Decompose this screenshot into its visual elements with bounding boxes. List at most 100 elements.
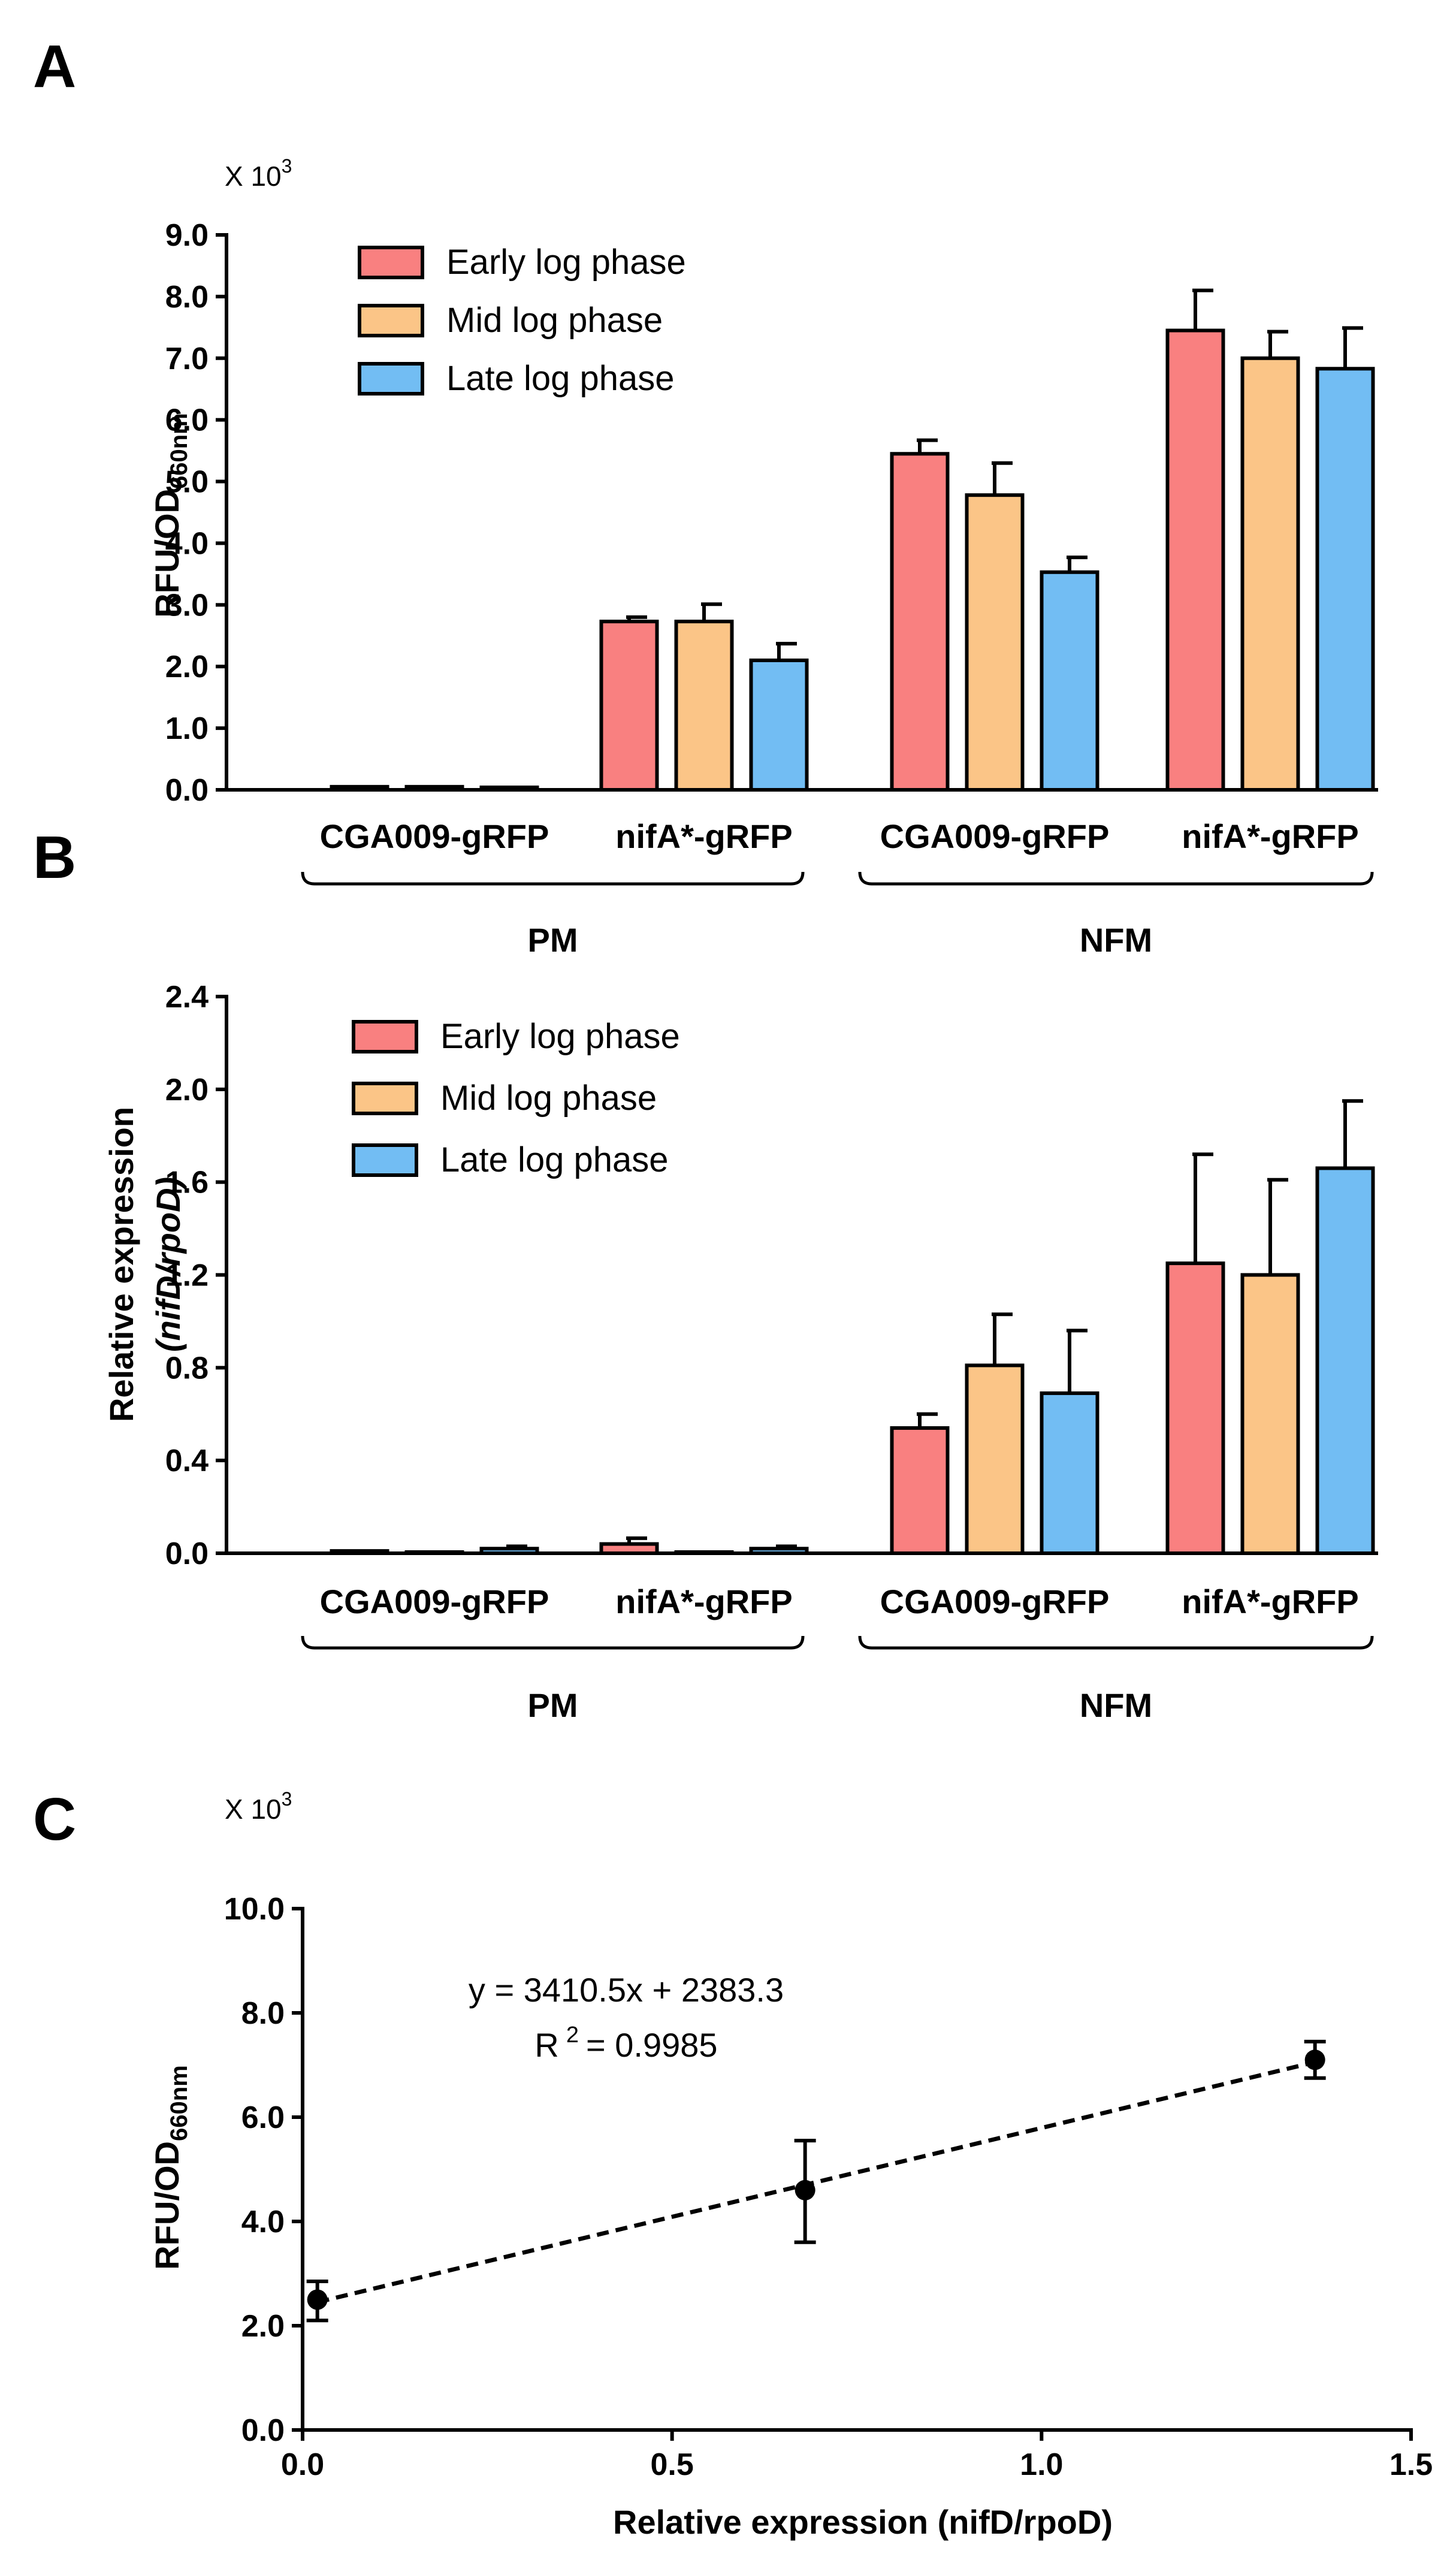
- a-legend-swatch-early: [358, 246, 424, 279]
- b-bar-late: [1040, 1391, 1099, 1556]
- panel-b-y-ticks: 0.0 0.4 0.8 1.2 1.6 2.0 2.4: [165, 980, 226, 1571]
- a-bar-late: [1315, 367, 1375, 792]
- a-y-tick-label: 4.0: [165, 526, 209, 561]
- panel-c-r-squared-exp: 2: [566, 2022, 579, 2048]
- b-group-label: NFM: [1080, 1686, 1152, 1724]
- b-group-label: PM: [528, 1686, 578, 1724]
- c-x-tick-label: 1.0: [1020, 2447, 1063, 2482]
- panel-a-y-axis-title: RFU/OD660nm: [148, 413, 192, 617]
- b-y-tick-label: 2.4: [165, 980, 209, 1015]
- b-legend-label: Late log phase: [440, 1140, 669, 1179]
- a-y-tick-label: 9.0: [165, 218, 209, 253]
- b-group-bracket: [858, 1635, 1374, 1650]
- c-data-point: [307, 2289, 328, 2310]
- a-legend-label: Late log phase: [446, 359, 675, 398]
- a-bar-late: [1040, 570, 1099, 792]
- panel-b: B Relative expression (nifD/rpoD) 0.0 0.4…: [33, 824, 1378, 1724]
- a-y-tick-label: 1.0: [165, 711, 209, 746]
- panel-b-legend: Early log phase Mid log phase Late log pha…: [352, 1017, 680, 1179]
- a-legend-swatch-mid: [358, 304, 424, 337]
- a-bar-early: [599, 620, 659, 792]
- b-bar-late: [1315, 1166, 1375, 1555]
- b-group-bracket: [301, 1635, 805, 1650]
- b-y-tick-label: 1.2: [165, 1258, 209, 1293]
- panel-c-y-axis-title-main: RFU/OD: [148, 2141, 186, 2270]
- a-y-tick-label: 6.0: [165, 403, 209, 438]
- panel-b-y-axis-title-line1: Relative expression: [102, 1107, 140, 1422]
- a-bar-early: [890, 452, 950, 792]
- panel-c-fit-line: [316, 2060, 1316, 2305]
- panel-c-letter: C: [33, 1786, 76, 1853]
- b-category-label: CGA009-gRFP: [320, 1583, 549, 1620]
- b-category-label: CGA009-gRFP: [880, 1583, 1110, 1620]
- panel-a-multiplier-exp: 3: [282, 155, 292, 177]
- panel-b-y-axis-title-line2: (nifD/rpoD): [149, 1177, 187, 1352]
- c-x-tick-label: 0.0: [281, 2447, 324, 2482]
- panel-a-category-labels: CGA009-gRFP nifA*-gRFP CGA009-gRFP nifA*-gR…: [320, 817, 1359, 855]
- panel-c-ticks: 0.0 2.0 4.0 6.0 8.0 10.0 0.0 0.5 1.0 1.5: [224, 1892, 1433, 2482]
- panel-c-x-axis-title: Relative expression (nifD/rpoD): [613, 2503, 1113, 2541]
- panel-c-axes: [301, 1907, 1413, 2432]
- a-group-bracket: [858, 871, 1374, 886]
- panel-c-multiplier: X 103: [225, 1788, 292, 1825]
- a-y-tick-label: 3.0: [165, 588, 209, 623]
- a-group-label: PM: [528, 921, 578, 959]
- panel-c-y-axis-title-sub: 660nm: [166, 2065, 192, 2141]
- a-y-tick-label: 0.0: [165, 773, 209, 808]
- panel-b-group-brackets: PM NFM: [301, 1635, 1374, 1724]
- panel-c-y-axis-title: RFU/OD660nm: [148, 2065, 192, 2269]
- panel-a: A X 103 RFU/OD660nm 0.0 1.0 2.0 3.0 4.0 5.0 6.…: [33, 33, 1378, 959]
- b-legend-swatch-early: [352, 1020, 418, 1053]
- c-x-tick-label: 1.5: [1389, 2447, 1433, 2482]
- panel-c-points: [306, 2039, 1326, 2323]
- panel-a-group-brackets: PM NFM: [301, 871, 1374, 959]
- c-y-tick-label: 2.0: [241, 2309, 285, 2344]
- panel-a-axes: [225, 233, 1378, 792]
- b-y-tick-label: 2.0: [165, 1073, 209, 1107]
- a-legend-swatch-late: [358, 362, 424, 396]
- b-legend-label: Mid log phase: [440, 1079, 657, 1118]
- a-y-tick-label: 7.0: [165, 342, 209, 376]
- c-x-tick-label: 0.5: [651, 2447, 694, 2482]
- b-legend-label: Early log phase: [440, 1017, 680, 1056]
- a-bar-mid: [1240, 356, 1300, 792]
- a-category-label: CGA009-gRFP: [320, 817, 549, 855]
- panel-c-multiplier-base: X 10: [225, 1794, 282, 1825]
- a-bar-mid: [674, 620, 734, 792]
- panel-c-fit-equation: y = 3410.5x + 2383.3: [469, 1971, 784, 2009]
- b-category-label: nifA*-gRFP: [1182, 1583, 1359, 1620]
- a-group-label: NFM: [1080, 921, 1152, 959]
- panel-a-y-axis-title-sub: 660nm: [166, 413, 192, 489]
- panel-a-multiplier: X 103: [225, 155, 292, 192]
- c-y-tick-label: 6.0: [241, 2100, 285, 2135]
- a-bar-late: [749, 658, 809, 792]
- c-y-tick-label: 8.0: [241, 1996, 285, 2031]
- b-legend-swatch-mid: [352, 1082, 418, 1115]
- panel-a-letter: A: [33, 33, 76, 100]
- panel-b-letter: B: [33, 824, 76, 891]
- panel-b-category-labels: CGA009-gRFP nifA*-gRFP CGA009-gRFP nifA*-gR…: [320, 1583, 1359, 1620]
- b-legend-swatch-late: [352, 1143, 418, 1177]
- a-bar-mid: [965, 493, 1025, 792]
- panel-a-y-axis-title-main: RFU/OD: [148, 489, 186, 618]
- b-bar-early: [1165, 1261, 1225, 1555]
- a-legend-label: Mid log phase: [446, 301, 663, 340]
- b-bar-mid: [1240, 1273, 1300, 1555]
- b-y-tick-label: 0.4: [165, 1444, 209, 1478]
- c-y-tick-label: 4.0: [241, 2205, 285, 2239]
- c-data-point: [795, 2179, 815, 2200]
- b-y-tick-label: 0.8: [165, 1351, 209, 1385]
- panel-b-axes: [225, 995, 1378, 1555]
- panel-a-legend: Early log phase Mid log phase Late log pha…: [358, 243, 686, 398]
- b-bar-early: [890, 1426, 950, 1556]
- a-y-tick-label: 2.0: [165, 650, 209, 684]
- a-category-label: nifA*-gRFP: [1182, 817, 1359, 855]
- c-fit-line: [316, 2060, 1316, 2305]
- panel-c: C X 103 RFU/OD660nm Relative expression …: [33, 1786, 1433, 2541]
- b-bar-mid: [965, 1363, 1025, 1555]
- b-category-label: nifA*-gRFP: [615, 1583, 793, 1620]
- panel-a-multiplier-base: X 10: [225, 161, 282, 192]
- c-y-tick-label: 0.0: [241, 2413, 285, 2448]
- panel-c-r-squared-prefix: R: [534, 2026, 558, 2064]
